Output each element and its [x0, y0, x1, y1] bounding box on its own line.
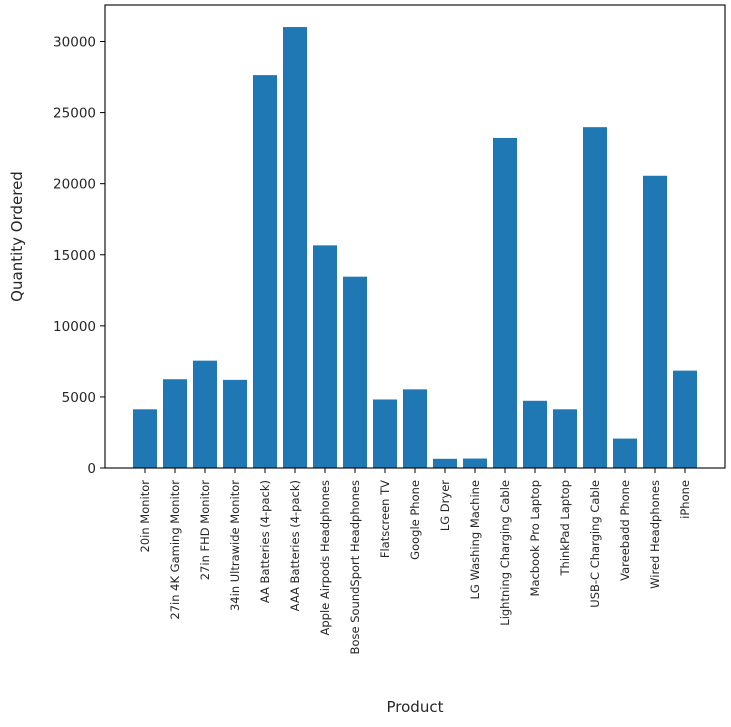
bar — [463, 458, 487, 468]
x-axis: 20in Monitor 27in 4K Gaming Monitor 27in F… — [138, 468, 692, 654]
x-tick-label: Apple Airpods Headphones — [318, 480, 332, 636]
x-tick-label: Vareebadd Phone — [618, 480, 632, 581]
bar — [223, 379, 247, 468]
bar — [193, 360, 217, 468]
x-tick-label: Bose SoundSport Headphones — [348, 480, 362, 654]
y-tick-label: 20000 — [53, 177, 96, 193]
y-tick-label: 25000 — [53, 106, 96, 122]
x-tick-label: ThinkPad Laptop — [558, 480, 572, 576]
bar — [403, 389, 427, 468]
bar — [343, 276, 367, 468]
bar — [523, 400, 547, 468]
bar — [673, 370, 697, 468]
x-tick-label: LG Dryer — [438, 480, 452, 531]
y-tick-label: 0 — [87, 461, 96, 477]
bar — [583, 127, 607, 469]
bar — [373, 399, 397, 468]
bar — [283, 27, 307, 468]
x-tick-label: USB-C Charging Cable — [588, 480, 602, 608]
x-tick-label: Lightning Charging Cable — [498, 480, 512, 626]
x-tick-label: Wired Headphones — [648, 480, 662, 589]
bar — [553, 409, 577, 468]
bar — [253, 75, 277, 468]
y-tick-label: 30000 — [53, 35, 96, 51]
bar — [613, 438, 637, 468]
x-axis-label: Product — [387, 698, 444, 716]
bar — [133, 409, 157, 468]
bar — [163, 379, 187, 468]
bar — [493, 137, 517, 469]
y-tick-label: 5000 — [62, 390, 96, 406]
x-tick-label: LG Washing Machine — [468, 480, 482, 600]
x-tick-label: Macbook Pro Laptop — [528, 480, 542, 596]
x-tick-label: Flatscreen TV — [378, 480, 392, 558]
y-tick-label: 15000 — [53, 248, 96, 264]
bars-group — [133, 27, 697, 469]
y-axis: 0 5000 10000 15000 20000 25000 30000 — [53, 35, 105, 477]
x-tick-label: iPhone — [678, 480, 692, 519]
x-tick-label: 27in 4K Gaming Monitor — [168, 480, 182, 620]
x-tick-label: Google Phone — [408, 480, 422, 560]
y-axis-label: Quantity Ordered — [8, 171, 26, 302]
axes-frame — [104, 4, 726, 469]
x-tick-label: AAA Batteries (4-pack) — [288, 480, 302, 611]
bar — [643, 175, 667, 468]
bar — [433, 458, 457, 468]
x-tick-label: 34in Ultrawide Monitor — [228, 480, 242, 611]
y-tick-label: 10000 — [53, 319, 96, 335]
x-tick-label: 27in FHD Monitor — [198, 480, 212, 581]
bar — [313, 245, 337, 468]
x-tick-label: 20in Monitor — [138, 480, 152, 553]
x-tick-label: AA Batteries (4-pack) — [258, 480, 272, 603]
